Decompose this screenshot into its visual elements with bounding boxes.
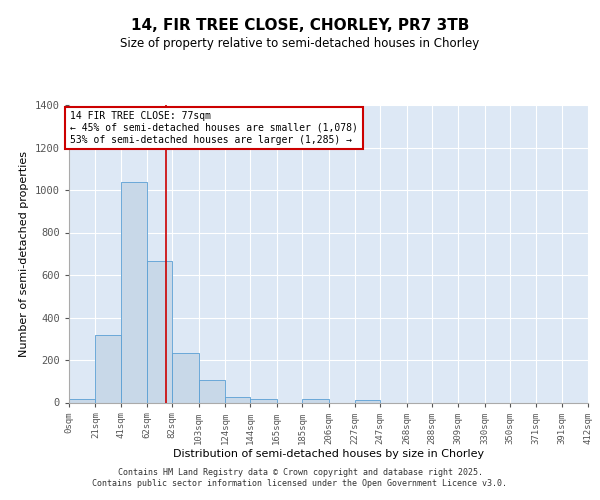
Text: 14, FIR TREE CLOSE, CHORLEY, PR7 3TB: 14, FIR TREE CLOSE, CHORLEY, PR7 3TB (131, 18, 469, 32)
Bar (69, 400, 95, 402)
Text: Contains HM Land Registry data © Crown copyright and database right 2025.
Contai: Contains HM Land Registry data © Crown c… (92, 468, 508, 487)
X-axis label: Distribution of semi-detached houses by size in Chorley: Distribution of semi-detached houses by … (173, 450, 484, 460)
Bar (199, 380, 225, 402)
Bar (225, 397, 250, 402)
Text: 14 FIR TREE CLOSE: 77sqm
← 45% of semi-detached houses are smaller (1,078)
53% o: 14 FIR TREE CLOSE: 77sqm ← 45% of semi-d… (70, 112, 358, 144)
Bar (302, 400, 329, 402)
Bar (250, 400, 277, 402)
Bar (355, 400, 380, 402)
Bar (95, 334, 121, 402)
Bar (172, 352, 199, 403)
Bar (147, 261, 172, 402)
Y-axis label: Number of semi-detached properties: Number of semi-detached properties (19, 151, 29, 357)
Text: Size of property relative to semi-detached houses in Chorley: Size of property relative to semi-detach… (121, 38, 479, 51)
Bar (121, 182, 147, 402)
